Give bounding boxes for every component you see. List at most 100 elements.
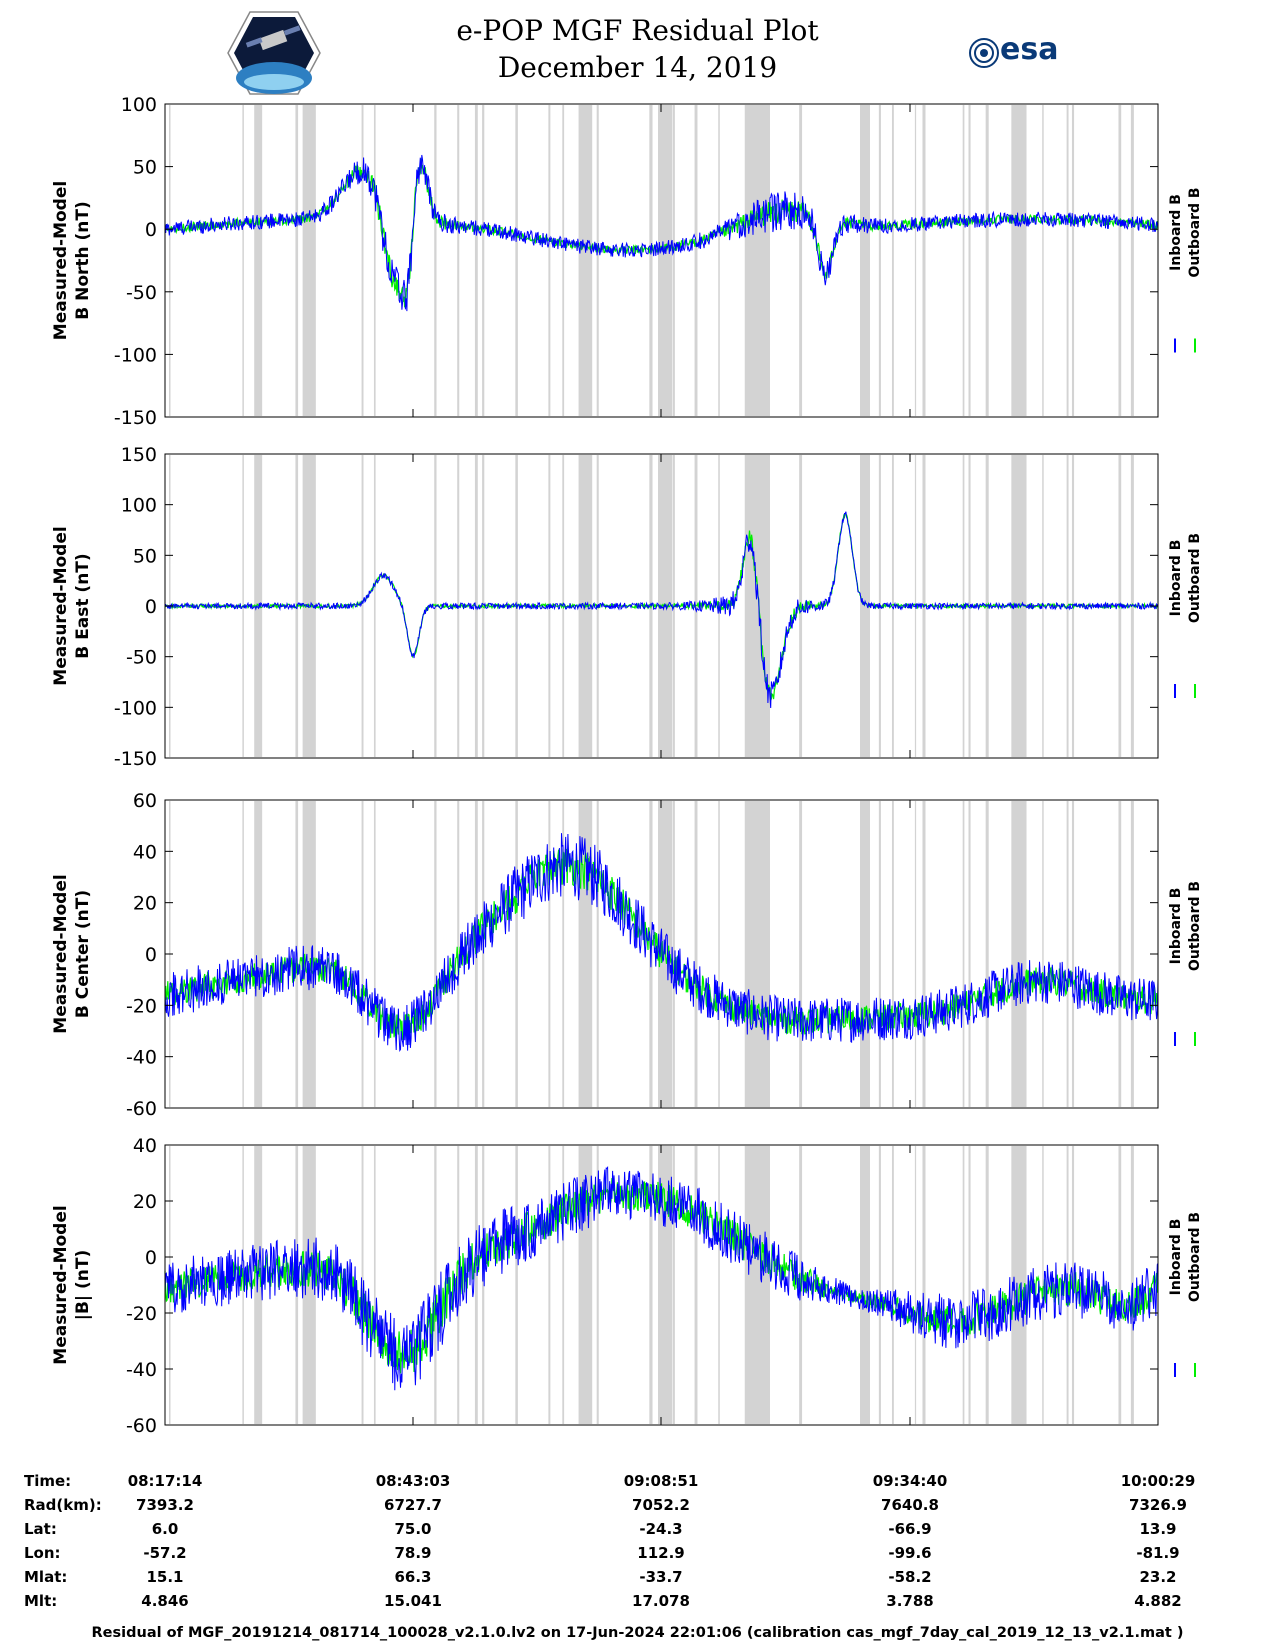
data-gap-shade <box>860 1146 870 1424</box>
data-gap-shade <box>891 801 894 1107</box>
ephemeris-value-rad: 7052.2 <box>632 1496 690 1514</box>
data-gap-shade <box>1011 801 1027 1107</box>
y-tick-label: -60 <box>126 1415 157 1437</box>
data-gap-shade <box>1130 105 1134 416</box>
data-gap-shade <box>562 1146 565 1424</box>
y-tick-label: -60 <box>126 1098 157 1120</box>
ephemeris-value-lat: -66.9 <box>888 1520 932 1538</box>
y-tick-label: 40 <box>133 1135 157 1157</box>
data-gap-shade <box>985 105 989 416</box>
data-gap-shade <box>1066 801 1069 1107</box>
data-gap-shade <box>373 801 376 1107</box>
data-gap-shade <box>922 105 926 416</box>
data-gap-shade <box>694 801 698 1107</box>
ephemeris-value-lat: 75.0 <box>394 1520 432 1538</box>
data-gap-shade <box>1118 801 1122 1107</box>
ephemeris-value-lat: 6.0 <box>151 1520 179 1538</box>
data-gap-shade <box>672 801 675 1107</box>
y-tick-label: 0 <box>145 1247 157 1269</box>
data-gap-shade <box>718 801 720 1107</box>
data-gap-shade <box>1071 105 1075 416</box>
ephemeris-value-mlat: 15.1 <box>146 1568 184 1586</box>
data-gap-shade <box>482 801 485 1107</box>
data-gap-shade <box>1071 1146 1075 1424</box>
y-axis-label: Measured-Model |B| (nT) <box>51 1205 93 1364</box>
data-gap-shade <box>482 1146 485 1424</box>
data-gap-shade <box>457 105 460 416</box>
data-gap-shade <box>242 105 244 416</box>
y-tick-label: -20 <box>126 995 157 1017</box>
data-gap-shade <box>922 1146 926 1424</box>
data-gap-shade <box>891 1146 894 1424</box>
legend: Inboard B Outboard B <box>1168 1212 1203 1302</box>
ephemeris-label: Mlt: <box>24 1592 58 1610</box>
ephemeris-value-time: 09:34:40 <box>872 1472 948 1490</box>
ephemeris-value-mlt: 17.078 <box>632 1592 690 1610</box>
data-gap-shade <box>373 455 376 757</box>
y-tick-label: 150 <box>121 444 157 466</box>
data-gap-shade <box>718 105 720 416</box>
ephemeris-value-rad: 6727.7 <box>384 1496 442 1514</box>
data-gap-shade <box>254 105 263 416</box>
series-inboard-b <box>164 1165 1159 1391</box>
data-gap-shade <box>968 801 971 1107</box>
ephemeris-value-rad: 7640.8 <box>881 1496 939 1514</box>
y-tick-label: 20 <box>133 893 157 915</box>
ephemeris-label: Lat: <box>24 1520 57 1538</box>
chart-title: e-POP MGF Residual Plot <box>456 14 819 47</box>
data-gap-shade <box>1118 105 1122 416</box>
data-gap-shade <box>1118 1146 1122 1424</box>
data-gap-shade <box>922 801 926 1107</box>
esa-logo <box>969 38 999 68</box>
y-tick-label: 0 <box>145 219 157 241</box>
ephemeris-value-lon: -99.6 <box>888 1544 932 1562</box>
data-gap-shade <box>562 105 565 416</box>
data-gap-shade <box>474 1146 478 1424</box>
series-outboard-b <box>164 158 1159 308</box>
data-gap-shade <box>649 1146 653 1424</box>
data-gap-shade <box>799 801 803 1107</box>
data-gap-shade <box>1071 801 1075 1107</box>
data-gap-shade <box>878 801 881 1107</box>
data-gap-shade <box>302 105 316 416</box>
data-gap-shade <box>361 801 364 1107</box>
data-gap-shade <box>1042 1146 1044 1424</box>
data-gap-shade <box>562 801 565 1107</box>
data-gap-shade <box>373 1146 376 1424</box>
ephemeris-value-lon: 78.9 <box>394 1544 432 1562</box>
y-tick-label: 100 <box>121 94 157 116</box>
data-gap-shade <box>962 1146 965 1424</box>
y-tick-label: -50 <box>126 647 157 669</box>
data-gap-shade <box>968 1146 971 1424</box>
data-gap-shade <box>658 105 672 416</box>
data-gap-shade <box>548 801 551 1107</box>
data-gap-shade <box>718 1146 720 1424</box>
ephemeris-value-time: 10:00:29 <box>1120 1472 1196 1490</box>
y-tick-label: -50 <box>126 282 157 304</box>
data-gap-shade <box>878 105 881 416</box>
ephemeris-value-mlat: -33.7 <box>639 1568 683 1586</box>
data-gap-shade <box>694 105 698 416</box>
ephemeris-value-lon: 112.9 <box>637 1544 685 1562</box>
data-gap-shade <box>548 1146 551 1424</box>
y-tick-label: 40 <box>133 841 157 863</box>
ephemeris-value-mlat: -58.2 <box>888 1568 932 1586</box>
series-inboard-b <box>164 511 1159 709</box>
data-gap-shade <box>1011 1146 1027 1424</box>
data-gap-shade <box>891 105 894 416</box>
data-gap-shade <box>1011 105 1027 416</box>
y-tick-label: -100 <box>114 697 157 719</box>
data-gap-shade <box>482 455 485 757</box>
y-axis-label: Measured-Model B Center (nT) <box>51 874 93 1033</box>
y-tick-label: 0 <box>145 944 157 966</box>
footer-caption: Residual of MGF_20191214_081714_100028_v… <box>91 1625 1184 1641</box>
ephemeris-value-mlt: 4.846 <box>141 1592 189 1610</box>
ephemeris-value-mlat: 66.3 <box>394 1568 432 1586</box>
data-gap-shade <box>760 105 770 416</box>
data-gap-shade <box>254 801 263 1107</box>
data-gap-shade <box>434 1146 437 1424</box>
y-tick-label: -40 <box>126 1359 157 1381</box>
ephemeris-value-mlt: 3.788 <box>886 1592 934 1610</box>
y-axis-label: Measured-Model B North (nT) <box>51 181 93 340</box>
y-tick-label: 60 <box>133 790 157 812</box>
